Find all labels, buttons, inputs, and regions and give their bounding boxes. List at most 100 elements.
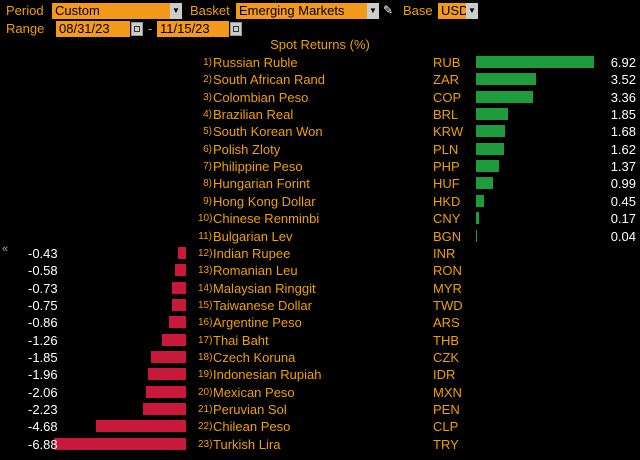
return-bar	[96, 420, 186, 432]
currency-code: KRW	[433, 124, 464, 139]
return-value: 0.45	[610, 194, 636, 209]
return-bar	[143, 403, 186, 415]
currency-name[interactable]: Turkish Lira	[213, 437, 281, 452]
table-row[interactable]: 20) Mexican Peso MXN -2.06	[0, 384, 640, 401]
return-value: 0.17	[610, 211, 636, 226]
table-row[interactable]: 6) Polish Zloty PLN 1.62	[0, 141, 640, 158]
currency-name[interactable]: Bulgarian Lev	[213, 229, 293, 244]
currency-name[interactable]: Indonesian Rupiah	[213, 367, 322, 382]
table-row[interactable]: 19) Indonesian Rupiah IDR -1.96	[0, 366, 640, 383]
rank-label: 2)	[203, 74, 212, 85]
table-row[interactable]: 12) Indian Rupee INR -0.43	[0, 245, 640, 262]
table-row[interactable]: 16) Argentine Peso ARS -0.86	[0, 314, 640, 331]
basket-label: Basket	[190, 3, 230, 18]
return-value: -4.68	[28, 419, 58, 434]
currency-name[interactable]: Peruvian Sol	[213, 402, 287, 417]
currency-code: CLP	[433, 419, 459, 434]
return-bar	[162, 334, 186, 346]
chevron-down-icon[interactable]: ▼	[170, 3, 182, 19]
return-bar	[175, 264, 186, 276]
table-row[interactable]: 11) Bulgarian Lev BGN 0.04	[0, 228, 640, 245]
currency-code: RUB	[433, 55, 461, 70]
range-end-input[interactable]: 11/15/23	[157, 21, 229, 37]
return-value: 6.92	[610, 55, 636, 70]
return-value: 0.99	[610, 176, 636, 191]
table-row[interactable]: 5) South Korean Won KRW 1.68	[0, 123, 640, 140]
currency-name[interactable]: Taiwanese Dollar	[213, 298, 312, 313]
calendar-icon[interactable]	[230, 22, 242, 36]
currency-name[interactable]: Colombian Peso	[213, 90, 309, 105]
return-value: 3.36	[610, 90, 636, 105]
return-value: 3.52	[610, 72, 636, 87]
return-value: -1.26	[28, 333, 58, 348]
currency-code: TWD	[433, 298, 463, 313]
table-row[interactable]: 22) Chilean Peso CLP -4.68	[0, 418, 640, 435]
rank-label: 8)	[203, 178, 212, 189]
double-chevron-left-icon[interactable]: «	[2, 243, 9, 255]
currency-name[interactable]: Polish Zloty	[213, 142, 281, 157]
base-select[interactable]: USD	[438, 3, 468, 19]
rank-label: 19)	[198, 369, 213, 380]
rank-label: 6)	[203, 144, 212, 155]
currency-name[interactable]: South Korean Won	[213, 124, 323, 139]
currency-name[interactable]: Philippine Peso	[213, 159, 303, 174]
table-row[interactable]: 21) Peruvian Sol PEN -2.23	[0, 401, 640, 418]
table-row[interactable]: 3) Colombian Peso COP 3.36	[0, 89, 640, 106]
range-start-input[interactable]: 08/31/23	[56, 21, 130, 37]
rank-label: 13)	[198, 265, 213, 276]
return-value: 1.37	[610, 159, 636, 174]
currency-name[interactable]: Romanian Leu	[213, 263, 298, 278]
table-row[interactable]: 2) South African Rand ZAR 3.52	[0, 71, 640, 88]
table-row[interactable]: 18) Czech Koruna CZK -1.85	[0, 349, 640, 366]
return-bar	[476, 91, 533, 103]
return-bar	[169, 316, 186, 328]
currency-name[interactable]: Thai Baht	[213, 333, 269, 348]
currency-code: IDR	[433, 367, 456, 382]
currency-name[interactable]: Mexican Peso	[213, 385, 295, 400]
currency-name[interactable]: Russian Ruble	[213, 55, 298, 70]
table-row[interactable]: 9) Hong Kong Dollar HKD 0.45	[0, 193, 640, 210]
currency-code: HUF	[433, 176, 460, 191]
currency-name[interactable]: Hong Kong Dollar	[213, 194, 316, 209]
return-bar	[54, 438, 186, 450]
return-bar	[476, 230, 477, 242]
table-row[interactable]: 13) Romanian Leu RON -0.58	[0, 262, 640, 279]
rank-label: 3)	[203, 92, 212, 103]
return-value: 1.85	[610, 107, 636, 122]
table-row[interactable]: 10) Chinese Renminbi CNY 0.17	[0, 210, 640, 227]
rank-label: 14)	[198, 283, 213, 294]
currency-name[interactable]: Argentine Peso	[213, 315, 302, 330]
currency-name[interactable]: Chilean Peso	[213, 419, 291, 434]
return-value: 1.68	[610, 124, 636, 139]
return-bar	[476, 125, 505, 137]
chevron-down-icon[interactable]: ▼	[367, 3, 379, 19]
basket-select[interactable]: Emerging Markets	[236, 3, 367, 19]
chevron-down-icon[interactable]: ▼	[466, 3, 478, 19]
table-row[interactable]: 23) Turkish Lira TRY -6.88	[0, 436, 640, 453]
currency-name[interactable]: Chinese Renminbi	[213, 211, 320, 226]
rank-label: 15)	[198, 300, 213, 311]
rank-label: 16)	[198, 317, 213, 328]
table-row[interactable]: 1) Russian Ruble RUB 6.92	[0, 54, 640, 71]
range-separator: -	[148, 21, 153, 36]
table-row[interactable]: 4) Brazilian Real BRL 1.85	[0, 106, 640, 123]
calendar-icon[interactable]	[131, 22, 143, 36]
currency-name[interactable]: Czech Koruna	[213, 350, 296, 365]
table-row[interactable]: 8) Hungarian Forint HUF 0.99	[0, 175, 640, 192]
currency-name[interactable]: Brazilian Real	[213, 107, 294, 122]
table-row[interactable]: 17) Thai Baht THB -1.26	[0, 332, 640, 349]
currency-name[interactable]: Indian Rupee	[213, 246, 291, 261]
currency-name[interactable]: Malaysian Ringgit	[213, 281, 316, 296]
currency-name[interactable]: South African Rand	[213, 72, 326, 87]
return-bar	[172, 282, 186, 294]
base-label: Base	[403, 3, 433, 18]
rank-label: 7)	[203, 161, 212, 172]
period-select[interactable]: Custom	[52, 3, 170, 19]
table-row[interactable]: 15) Taiwanese Dollar TWD -0.75	[0, 297, 640, 314]
table-row[interactable]: 7) Philippine Peso PHP 1.37	[0, 158, 640, 175]
pencil-icon[interactable]: ✎	[383, 3, 394, 17]
return-value: -6.88	[28, 437, 58, 452]
return-value: -0.58	[28, 263, 58, 278]
table-row[interactable]: 14) Malaysian Ringgit MYR -0.73	[0, 280, 640, 297]
currency-name[interactable]: Hungarian Forint	[213, 176, 310, 191]
